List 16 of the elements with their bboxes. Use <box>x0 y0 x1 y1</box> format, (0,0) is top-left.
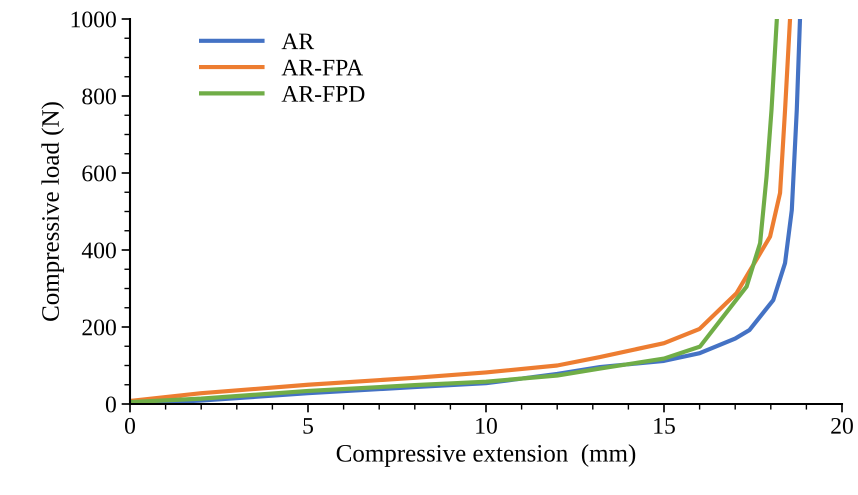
x-tick-label: 0 <box>124 418 136 434</box>
x-axis-title: Compressive extension (mm) <box>336 444 636 467</box>
legend-label: AR-FPD <box>282 86 364 102</box>
y-tick-label: 0 <box>106 396 116 412</box>
y-tick-label: 400 <box>82 242 116 258</box>
y-tick-label: 600 <box>82 165 116 182</box>
x-tick-label: 10 <box>476 418 497 434</box>
y-tick-label: 800 <box>82 88 116 104</box>
x-tick-label: 15 <box>654 418 675 434</box>
x-tick-label: 5 <box>303 418 313 434</box>
legend-label: AR-FPA <box>282 60 364 76</box>
y-tick-label: 200 <box>82 319 116 336</box>
y-tick-label: 1000 <box>72 11 116 28</box>
y-axis-title: Compressive load (N) <box>41 102 64 321</box>
x-tick-label: 20 <box>831 418 853 434</box>
legend-label: AR <box>282 33 314 50</box>
